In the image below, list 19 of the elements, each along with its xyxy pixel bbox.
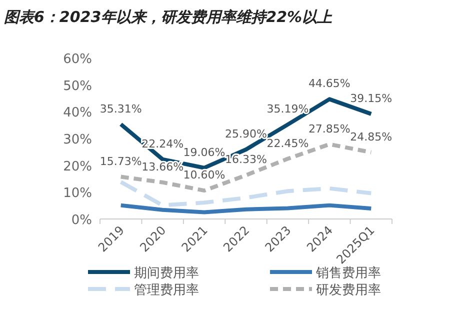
data-label: 24.85% [350, 130, 392, 144]
y-tick-label: 10% [63, 186, 92, 202]
data-label: 39.15% [350, 92, 392, 105]
y-tick-label: 0% [71, 213, 92, 228]
data-label: 27.85% [308, 122, 350, 136]
y-tick-label: 60% [63, 52, 92, 67]
data-label: 44.65% [308, 77, 350, 90]
y-tick-label: 30% [63, 132, 92, 148]
chart-title: 图表6：2023年以来，研发费用率维持22%以上 [4, 8, 334, 26]
y-tick-label: 50% [63, 78, 92, 94]
legend-label: 管理费用率 [134, 282, 199, 298]
legend-label: 期间费用率 [134, 265, 199, 281]
y-tick-label: 40% [63, 106, 92, 121]
data-label: 35.19% [266, 102, 309, 116]
legend-label: 研发费用率 [316, 282, 381, 298]
legend-label: 销售费用率 [315, 265, 381, 281]
y-tick-label: 20% [63, 159, 92, 174]
data-label: 25.90% [225, 128, 267, 140]
data-label: 35.31% [100, 102, 142, 116]
